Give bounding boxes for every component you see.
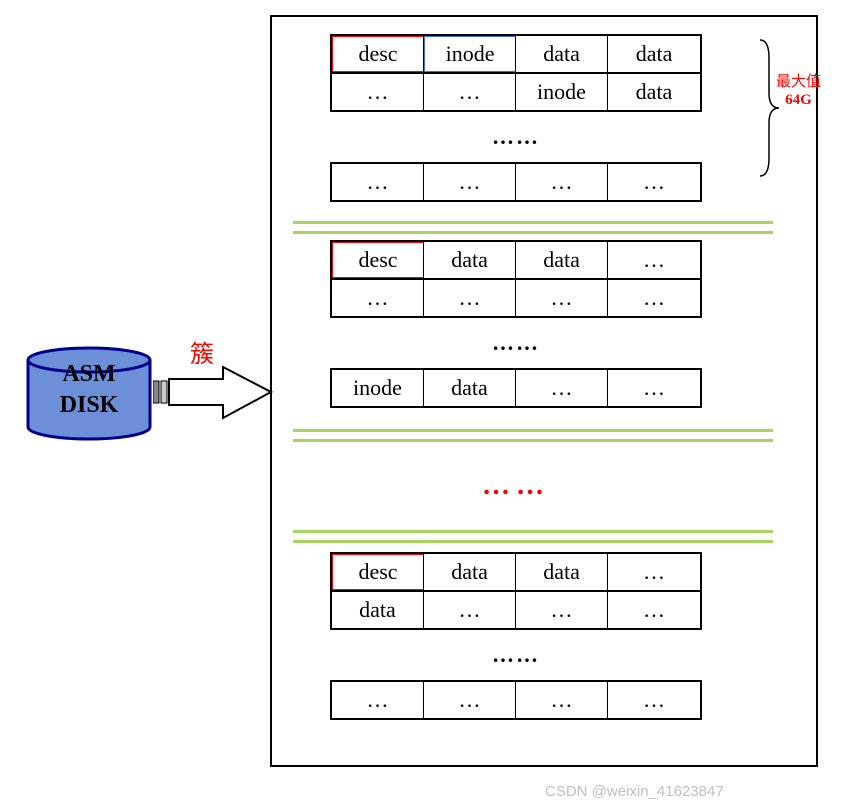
cell-ellipsis: … [332,682,424,718]
cell-ellipsis: … [608,242,700,278]
cell-ellipsis: … [424,74,516,110]
cell-ellipsis: … [608,370,700,406]
cell-ellipsis: … [424,682,516,718]
section1-dots: …… [330,112,702,162]
cell-inode: inode [516,74,608,110]
cell-ellipsis: … [608,682,700,718]
section2-row3: inode data … … [330,368,702,408]
middle-ellipsis: …… [330,462,702,510]
disk-text-line2: DISK [25,390,153,421]
cell-data: data [608,74,700,110]
brace-icon [757,38,787,183]
cell-data: data [516,242,608,278]
cell-ellipsis: … [608,554,700,590]
cell-ellipsis: … [608,280,700,316]
cell-ellipsis: … [516,592,608,628]
section1-row1: desc inode data data [330,34,702,74]
cell-data: data [516,554,608,590]
cell-ellipsis: … [608,164,700,200]
section3-dots: …… [330,630,702,680]
section2-row2: … … … … [330,280,702,318]
cell-ellipsis: … [516,370,608,406]
section1-row2: … … inode data [330,74,702,112]
cell-inode: inode [332,370,424,406]
section3-row2: data … … … [330,592,702,630]
max-label-line1: 最大值 [776,73,821,91]
cell-ellipsis: … [516,682,608,718]
red-dots-label: …… [330,462,702,510]
cell-ellipsis: … [516,280,608,316]
cell-data: data [608,36,700,72]
cell-ellipsis: … [424,280,516,316]
cell-ellipsis: … [424,592,516,628]
watermark-label: CSDN @weixin_41623847 [545,783,724,800]
max-label-line2: 64G [776,91,821,109]
section-1: desc inode data data … … inode data …… …… [330,34,702,202]
max-value-label: 最大值 64G [776,73,821,109]
cell-data: data [516,36,608,72]
cell-ellipsis: … [332,74,424,110]
cell-desc: desc [332,36,424,72]
asm-disk-label: ASM DISK [25,359,153,421]
section1-row3: … … … … [330,162,702,202]
divider-1 [293,219,773,236]
divider-3 [293,528,773,545]
cell-data: data [332,592,424,628]
section-2: desc data data … … … … … …… inode data …… [330,240,702,408]
cell-ellipsis: … [332,164,424,200]
divider-2 [293,427,773,444]
disk-text-line1: ASM [25,359,153,390]
cluster-label: 簇 [190,334,214,369]
cell-desc: desc [332,554,424,590]
arrow-icon [153,365,273,420]
cell-ellipsis: … [608,592,700,628]
cell-desc: desc [332,242,424,278]
cell-data: data [424,554,516,590]
cell-data: data [424,242,516,278]
section2-row1: desc data data … [330,240,702,280]
section2-dots: …… [330,318,702,368]
section3-row1: desc data data … [330,552,702,592]
section-3: desc data data … data … … … …… … … … … [330,552,702,720]
cell-ellipsis: … [332,280,424,316]
cell-ellipsis: … [424,164,516,200]
cell-data: data [424,370,516,406]
section3-row3: … … … … [330,680,702,720]
cell-ellipsis: … [516,164,608,200]
cell-inode: inode [424,36,516,72]
